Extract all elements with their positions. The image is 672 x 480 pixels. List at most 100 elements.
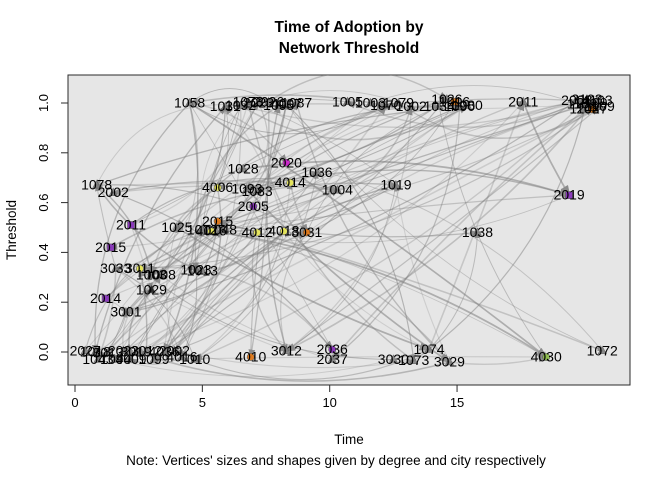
node-label: 2002 xyxy=(159,342,190,358)
edge xyxy=(175,106,440,230)
node-label: 2011 xyxy=(116,217,146,233)
vertex xyxy=(286,178,295,187)
edge xyxy=(223,105,285,232)
vertex xyxy=(238,163,248,173)
edge xyxy=(176,226,432,351)
edge xyxy=(123,232,258,315)
edge xyxy=(202,101,594,231)
node-label: 4018 xyxy=(268,223,299,239)
node-label: 2036 xyxy=(317,341,348,357)
node-label: 1108 xyxy=(569,101,599,117)
edge xyxy=(163,102,199,355)
plot-panel xyxy=(67,74,631,386)
edge xyxy=(257,90,412,108)
node-label: 1058 xyxy=(174,95,205,111)
edge xyxy=(114,349,430,377)
edge xyxy=(337,104,413,191)
vertex xyxy=(282,158,291,167)
vertex xyxy=(579,104,589,113)
node-label: 2012 xyxy=(131,342,162,358)
node-label: 1023 xyxy=(180,261,211,277)
node-label: 1010 xyxy=(179,351,210,367)
footnote: Note: Vertices' sizes and shapes given b… xyxy=(126,453,546,468)
edge xyxy=(151,228,223,276)
vertex xyxy=(172,222,182,231)
vertex xyxy=(595,101,605,111)
node-label: 1070 xyxy=(370,97,401,113)
edge xyxy=(449,355,549,365)
y-tick-label: 0.4 xyxy=(36,243,51,261)
edge xyxy=(306,230,480,238)
edge xyxy=(215,219,603,352)
node-label: 1034 xyxy=(424,98,455,114)
node-label: 3019 xyxy=(121,344,152,360)
node-label: 1102 xyxy=(567,96,597,112)
node-label: 2027 xyxy=(70,342,101,358)
edge xyxy=(428,230,480,350)
edge xyxy=(138,266,148,351)
edge xyxy=(114,227,178,271)
edge xyxy=(133,351,450,382)
edge xyxy=(240,98,589,129)
vertex xyxy=(213,217,222,226)
node-label: 2037 xyxy=(317,351,348,367)
vertex xyxy=(146,269,156,279)
edge xyxy=(107,189,339,354)
vertex xyxy=(80,345,90,355)
node-label: 2023 xyxy=(108,342,139,358)
edge xyxy=(194,171,319,360)
x-tick-label: 15 xyxy=(450,395,464,410)
node-label: 2011 xyxy=(508,93,538,109)
edge xyxy=(200,105,241,232)
edge xyxy=(345,98,588,129)
vertex xyxy=(169,345,179,355)
vertex xyxy=(312,167,322,177)
edge xyxy=(306,100,456,233)
edge xyxy=(286,183,398,352)
node-label: 1031 xyxy=(210,98,241,114)
vertex xyxy=(159,346,169,356)
edge xyxy=(115,268,289,352)
edge xyxy=(138,267,394,361)
node-label: 2015 xyxy=(202,213,233,229)
node-label: 1018 xyxy=(80,344,111,360)
vertex xyxy=(327,354,337,363)
node-label: 3103 xyxy=(571,91,602,107)
node-label: 1043 xyxy=(82,351,113,367)
vertex xyxy=(249,202,258,211)
vertex xyxy=(592,95,602,104)
vertex xyxy=(281,99,291,108)
node-label: 1026 xyxy=(431,91,462,107)
edge xyxy=(398,102,602,139)
vertex xyxy=(450,97,459,106)
edge xyxy=(284,106,412,352)
edge xyxy=(84,229,205,351)
vertex xyxy=(365,97,375,107)
vertex xyxy=(462,100,472,109)
node-label: 1083 xyxy=(242,183,273,199)
vertex xyxy=(190,354,200,363)
node-label: 1099 xyxy=(138,351,169,367)
node-label: 1008 xyxy=(145,266,176,282)
edge xyxy=(187,94,386,107)
node-label: 2109 xyxy=(576,95,607,111)
node-label: 2020 xyxy=(271,154,302,170)
vertex xyxy=(343,96,353,106)
edge xyxy=(438,106,548,359)
vertex xyxy=(393,97,403,107)
x-tick-label: 10 xyxy=(322,395,336,410)
x-tick-label: 5 xyxy=(199,395,206,410)
node-label: 1019 xyxy=(380,177,411,193)
vertex xyxy=(197,265,207,275)
edge xyxy=(107,272,162,354)
node-label: 1092 xyxy=(225,97,256,113)
node-label: 1072 xyxy=(587,342,618,358)
vertex xyxy=(185,97,195,107)
node-label: 1036 xyxy=(301,164,332,180)
axis-layer: 0 5 10 15 0.0 0.2 0.4 0.6 0.8 1.0 xyxy=(36,94,464,410)
vertex-layer xyxy=(80,94,607,366)
node-label: 2005 xyxy=(238,198,269,214)
node-label: 1079 xyxy=(383,95,414,111)
edge xyxy=(125,231,309,313)
